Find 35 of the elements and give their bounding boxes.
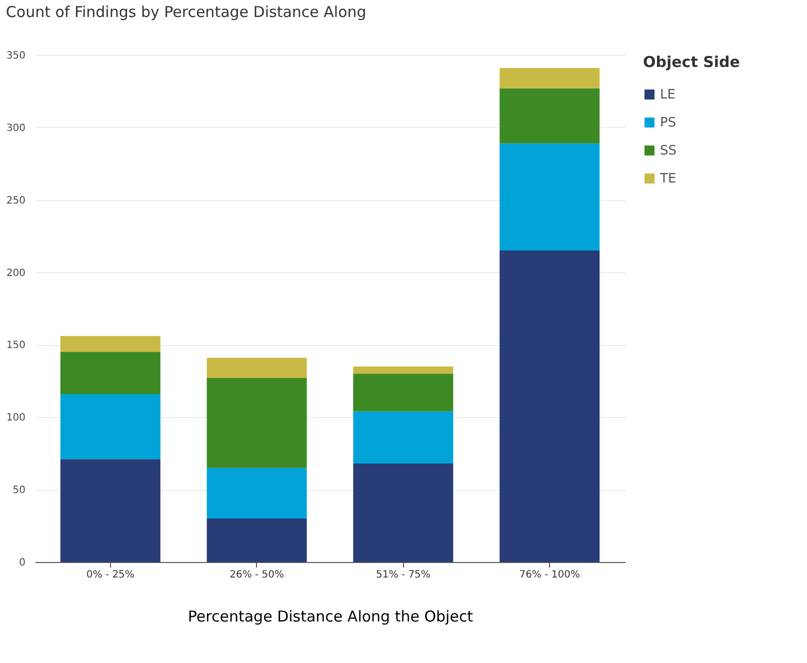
chart-title: Count of Findings by Percentage Distance Along [6,3,366,21]
y-tick-label: 200 [6,268,26,279]
x-tick-label: 51% - 75% [376,570,430,580]
bar [353,463,454,562]
legend-title: Object Side [643,53,740,71]
y-tick-label: 300 [6,122,26,134]
bar [60,352,160,394]
legend-label: LE [660,88,676,102]
x-axis-title: Percentage Distance Along the Object [188,608,474,626]
bar [206,518,307,562]
bar [500,88,600,144]
y-tick-label: 50 [12,485,26,496]
bar [500,143,600,251]
bar [500,250,600,562]
x-tick-label: 0% - 25% [86,570,134,580]
bar [500,68,600,88]
x-tick-label: 26% - 50% [230,570,284,580]
bar [353,366,454,374]
y-tick-label: 100 [6,412,26,424]
legend-label: TE [659,172,676,186]
y-tick-label: 350 [6,50,26,62]
bar [60,336,160,352]
bar [353,374,454,412]
bar [353,411,454,464]
bar [206,468,307,519]
bar [206,378,307,468]
legend-label: SS [660,144,677,158]
bar [60,394,160,460]
y-tick-label: 0 [19,558,26,568]
bar [60,459,160,562]
y-tick-label: 250 [6,195,26,206]
x-tick-label: 76% - 100% [519,570,580,580]
y-tick-label: 150 [6,340,26,352]
bar [206,358,307,378]
legend-label: PS [660,116,676,130]
